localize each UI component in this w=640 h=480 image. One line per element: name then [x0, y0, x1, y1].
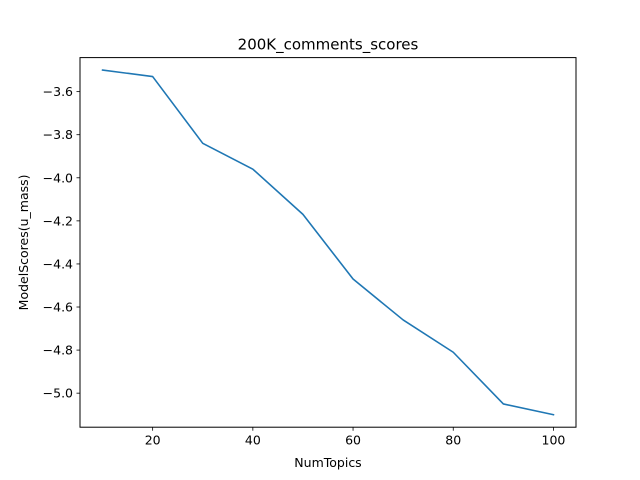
y-tick-label: −4.0: [43, 170, 73, 185]
x-tick-label: 100: [542, 433, 566, 448]
y-tick-label: −3.8: [43, 127, 73, 142]
x-tick-label: 60: [345, 433, 361, 448]
y-tick-label: −4.8: [43, 343, 73, 358]
x-axis-label: NumTopics: [294, 455, 361, 470]
plot-area: [101, 69, 555, 416]
y-tick-label: −4.6: [43, 300, 73, 315]
y-tick-label: −5.0: [43, 386, 73, 401]
y-axis-label: ModelScores(u_mass): [16, 174, 31, 310]
x-axis-ticks: 20 40 60 80 100: [145, 427, 566, 448]
y-tick-label: −4.2: [43, 213, 73, 228]
axes-frame: [79, 57, 577, 428]
x-tick-label: 80: [445, 433, 461, 448]
x-tick-label: 20: [145, 433, 161, 448]
y-axis-ticks: −5.0 −4.8 −4.6 −4.4 −4.2 −4.0 −3.8 −3.6: [43, 84, 80, 401]
y-tick-label: −4.4: [43, 256, 73, 271]
chart-title: 200K_comments_scores: [238, 36, 419, 55]
series-line: [101, 69, 555, 416]
y-tick-label: −3.6: [43, 84, 73, 99]
x-tick-label: 40: [245, 433, 261, 448]
